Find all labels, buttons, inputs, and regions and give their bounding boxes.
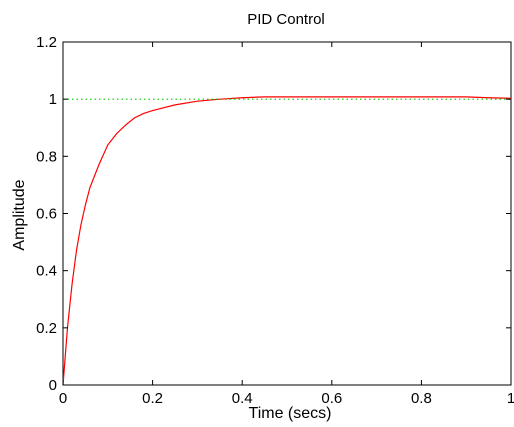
y-tick-label: 0.6: [36, 206, 57, 223]
step-response-line: [62, 96, 512, 386]
y-tick-label: 1: [49, 91, 57, 108]
y-tick-label: 0: [49, 377, 57, 394]
x-tick-label: 0.2: [142, 390, 163, 407]
y-tick-label: 0.4: [36, 263, 57, 280]
y-axis-label: Amplitude: [11, 179, 28, 250]
y-axis: 0 0.2 0.4 0.6 0.8 1 1.2: [36, 34, 511, 394]
x-tick-label: 0.8: [411, 390, 432, 407]
x-tick-label: 1: [507, 390, 514, 407]
x-axis-label: Time (secs): [249, 405, 332, 422]
plot-area: [62, 41, 512, 386]
y-tick-label: 1.2: [36, 34, 57, 51]
x-tick-label: 0.4: [232, 390, 253, 407]
x-axis: 0 0.2 0.4 0.6 0.8 1: [59, 42, 514, 407]
plot-frame: [62, 41, 512, 386]
x-tick-label: 0.6: [321, 390, 342, 407]
x-tick-label: 0: [59, 390, 67, 407]
y-tick-label: 0.2: [36, 320, 57, 337]
y-tick-label: 0.8: [36, 148, 57, 165]
chart-title: PID Control: [247, 11, 325, 28]
